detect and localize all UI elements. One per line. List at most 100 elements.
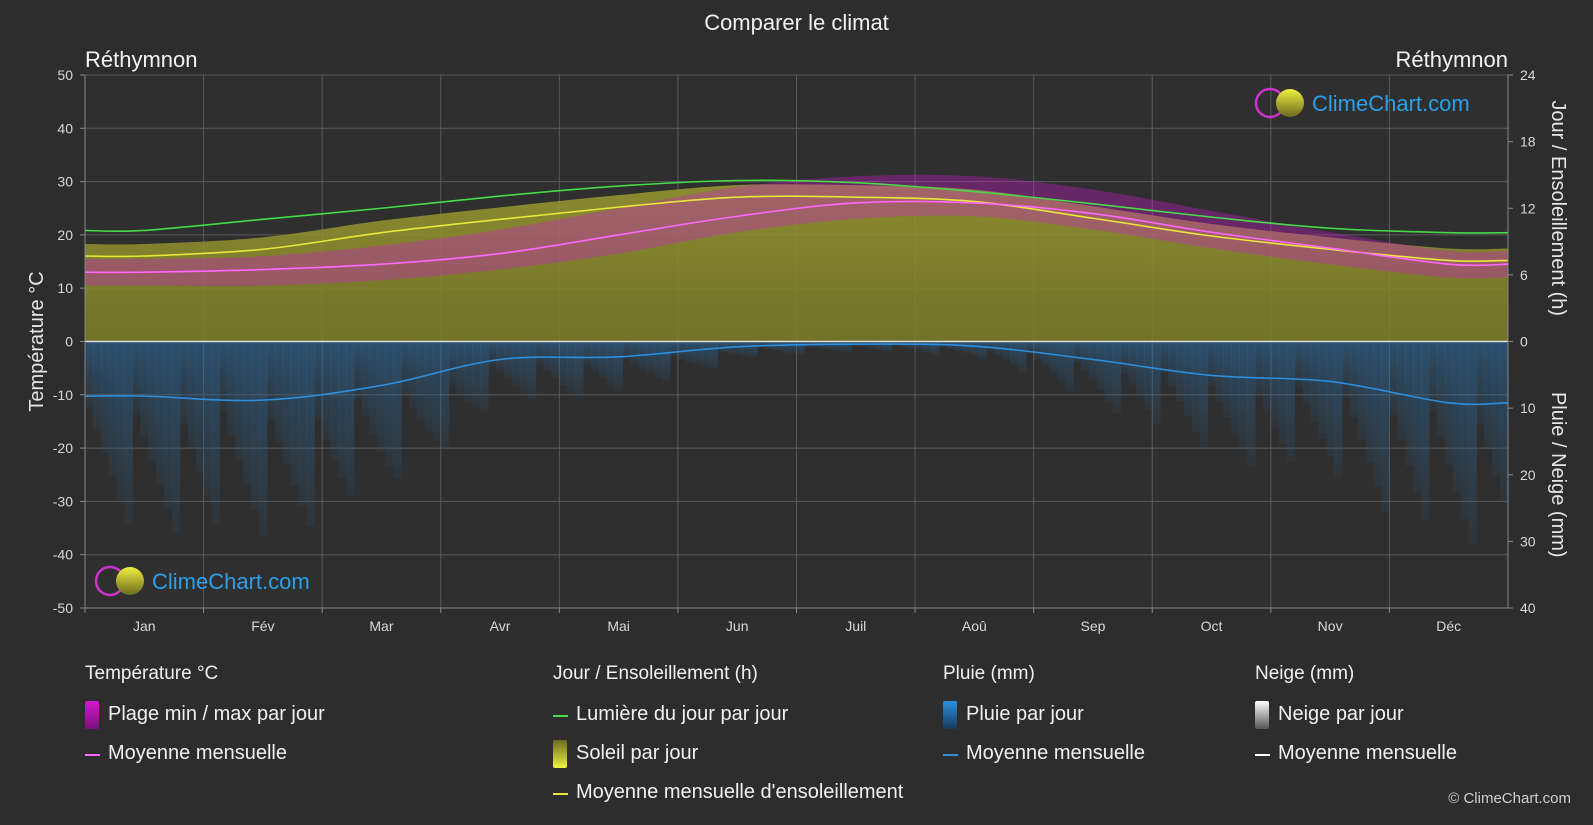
rain-day-bar [772,341,782,351]
rain-day-bar [551,341,560,379]
rain-day-bar [875,341,884,350]
rain-day-bar [503,341,513,379]
rain-day-bar [290,341,299,486]
rain-day-bar [1460,341,1469,519]
rain-day-bar [314,341,323,419]
rain-day-bar [1326,341,1335,457]
y-left-tick-label: -50 [53,600,73,616]
y-left-tick-label: 30 [57,174,73,190]
rain-day-bar [685,341,695,363]
rain-day-bar [1349,341,1359,419]
rain-day-bar [432,341,442,441]
rain-day-bar [1413,341,1422,493]
rain-day-bar [1089,341,1098,380]
rain-day-bar [243,341,252,485]
legend-temperature: Température °C Plage min / max par jour … [85,663,325,779]
rain-day-bar [401,341,410,395]
rain-day-bar [1152,341,1161,425]
legend-rain-day: Pluie par jour [943,701,1084,740]
rain-day-bar [1286,341,1296,462]
rain-day-bar [1310,341,1319,422]
y-left-tick-label: 50 [57,67,73,83]
y-right-top-axis-title: Jour / Ensoleillement (h) [1547,100,1569,316]
y-right-top-tick-label: 18 [1520,134,1536,150]
logo-sun-icon [1276,89,1304,117]
rain-day-bar [148,341,157,462]
rain-day-bar [1144,341,1153,411]
legend-temp-range: Plage min / max par jour [85,701,325,740]
rain-day-bar [132,341,141,415]
rain-day-bar [930,341,940,355]
rain-day-bar [203,341,212,498]
rain-day-bar [1033,341,1043,360]
sun-mean-swatch [553,793,568,795]
legend-sun-header: Jour / Ensoleillement (h) [553,663,758,684]
rain-day-bar [1057,341,1066,382]
legend-snow-header: Neige (mm) [1255,663,1355,684]
logo-bottom-left: ClimeChart.com [94,565,310,597]
rain-day-bar [464,341,473,402]
rain-day-bar [1049,341,1058,374]
rain-day-bar [298,341,307,507]
y-right-top-tick-label: 6 [1520,267,1528,283]
y-left-tick-label: -20 [53,440,73,456]
x-tick-label: Mai [607,618,630,634]
rain-day-bar [85,341,94,408]
rain-day-bar [369,341,379,435]
rain-day-bar [251,341,260,511]
rain-day-bar [1017,341,1027,372]
rain-day-bar [345,341,355,496]
snow-mean-swatch [1255,754,1270,756]
rain-mean-swatch [943,754,958,756]
rain-day-bar [843,341,853,352]
snow-swatch [1255,701,1269,729]
rain-day-bar [717,341,726,352]
legend-temp-range-label: Plage min / max par jour [108,703,325,725]
rain-day-bar [1278,341,1288,445]
rain-day-bar [1199,341,1209,449]
rain-day-bar [1484,341,1493,450]
rain-day-bar [140,341,149,438]
rain-day-bar [519,341,529,393]
rain-day-bar [1318,341,1327,439]
x-tick-label: Nov [1318,618,1343,634]
rain-day-bar [409,341,418,409]
rain-day-bar [116,341,126,500]
legend-snow-day-label: Neige par jour [1278,703,1404,725]
axes: 50 40 30 20 10 0 -10 -20 -30 -40 -50 24 18 12 6 0 10 20 30… [26,67,1569,634]
sunshine-mean-line [85,195,1508,263]
legend-sunshine-label: Soleil par jour [576,742,699,764]
temperature-mean-line [85,200,1508,274]
rain-day-bar [796,341,805,355]
y-right-bottom-tick-label: 30 [1520,533,1536,549]
rain-day-bar [1381,341,1390,512]
rain-day-bar [970,341,979,356]
rain-day-bar [211,341,220,523]
legend-sun: Jour / Ensoleillement (h) Lumière du jou… [553,663,903,818]
rain-day-bar [1025,341,1035,355]
rain-day-bar [440,341,450,449]
y-left-tick-label: -40 [53,547,73,563]
rain-day-bar [1436,341,1446,438]
rain-day-bar [907,341,916,349]
rain-day-bar [527,341,537,400]
chart-title: Comparer le climat [704,10,889,35]
rain-day-bar [100,341,110,454]
temp-range-swatch [85,701,99,729]
y-left-tick-label: 0 [65,334,73,350]
y-right-bottom-tick-label: 40 [1520,600,1536,616]
rain-day-bar [1215,341,1224,402]
rain-day-bar [1191,341,1201,433]
rain-day-bar [1428,341,1438,411]
rain-day-bar [1255,341,1264,396]
x-tick-label: Oct [1201,618,1223,634]
legend-daylight-label: Lumière du jour par jour [576,703,789,725]
rain-day-bar [836,341,845,351]
temp-mean-swatch [85,754,100,756]
rain-day-bar [1136,341,1145,398]
x-tick-label: Aoû [962,618,987,634]
rain-day-bar [1073,341,1082,363]
rain-day-bar [488,341,497,367]
legend-rain-day-label: Pluie par jour [966,703,1084,725]
rain-day-bar [1065,341,1074,391]
